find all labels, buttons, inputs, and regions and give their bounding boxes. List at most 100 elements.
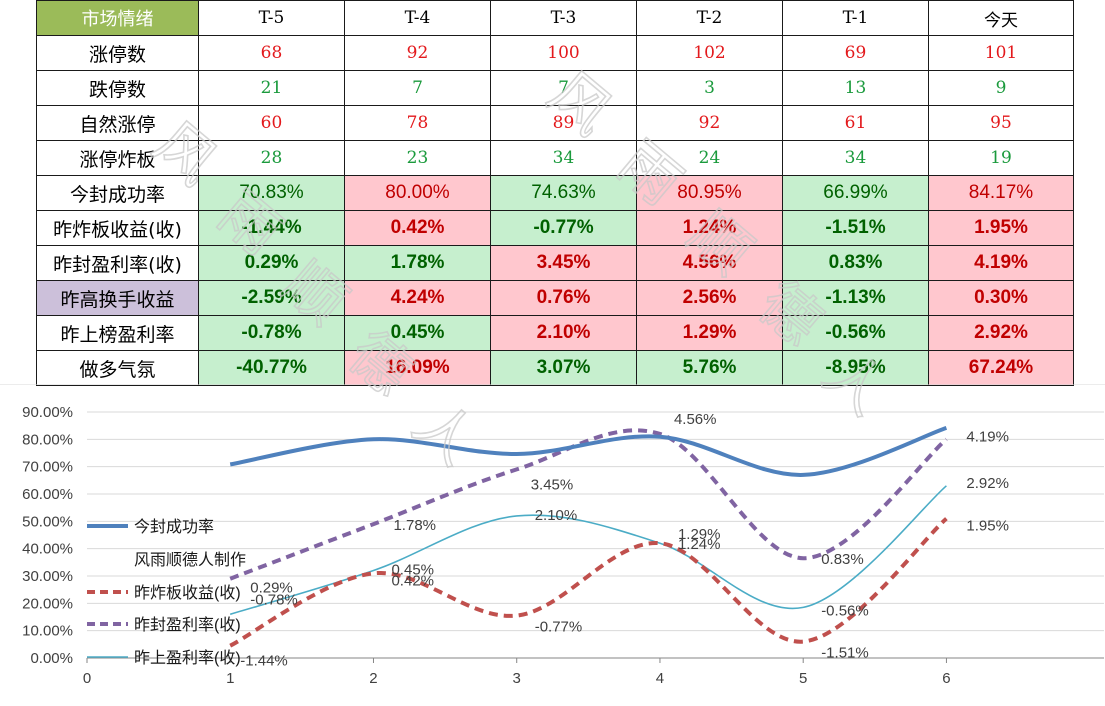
table-cell[interactable]: 0.29%	[198, 245, 345, 281]
row-label[interactable]: 跌停数	[36, 70, 199, 106]
table-cell[interactable]: -8.95%	[782, 350, 929, 386]
table-cell[interactable]: 19	[928, 140, 1074, 176]
table-cell[interactable]: -1.51%	[782, 210, 929, 246]
table-header-cell[interactable]: 今天	[928, 0, 1074, 36]
legend-label: 昨炸板收益(收)	[134, 584, 241, 602]
table-cell[interactable]: 100	[490, 35, 637, 71]
table-cell[interactable]: 23	[344, 140, 491, 176]
table-cell[interactable]: 60	[198, 105, 345, 141]
data-label: -0.77%	[535, 619, 583, 636]
table-cell[interactable]: -1.13%	[782, 280, 929, 316]
x-tick-label: 4	[656, 670, 664, 687]
table-cell[interactable]: 80.95%	[636, 175, 783, 211]
table-header-cell[interactable]: T-2	[636, 0, 783, 36]
table-cell[interactable]: 84.17%	[928, 175, 1074, 211]
table-cell[interactable]: 2.10%	[490, 315, 637, 351]
table-cell[interactable]: 7	[490, 70, 637, 106]
table-row: 跌停数 21 7 7 3 13 9	[36, 70, 1074, 106]
y-tick-label: 60.00%	[22, 486, 73, 503]
table-cell[interactable]: 95	[928, 105, 1074, 141]
row-label[interactable]: 昨炸板收益(收)	[36, 210, 199, 246]
table-header-cell[interactable]: T-5	[198, 0, 345, 36]
table-cell[interactable]: 0.30%	[928, 280, 1074, 316]
table-cell[interactable]: 3.07%	[490, 350, 637, 386]
table-cell[interactable]: 70.83%	[198, 175, 345, 211]
table-row: 自然涨停 60 78 89 92 61 95	[36, 105, 1074, 141]
data-label: 0.45%	[391, 562, 434, 579]
row-label[interactable]: 今封成功率	[36, 175, 199, 211]
data-label: -0.56%	[821, 602, 869, 619]
table-cell[interactable]: 16.09%	[344, 350, 491, 386]
table-cell[interactable]: 5.76%	[636, 350, 783, 386]
table-cell[interactable]: -0.77%	[490, 210, 637, 246]
table-header-cell[interactable]: T-4	[344, 0, 491, 36]
market-sentiment-table: 市场情绪 T-5 T-4 T-3 T-2 T-1 今天 涨停数 68 92 100 102 69 101 跌…	[36, 0, 1074, 386]
table-cell[interactable]: -0.78%	[198, 315, 345, 351]
chart-svg: 0.00% 10.00% 20.00% 30.00% 40.00% 50.00% 60.00…	[0, 384, 1105, 687]
table-cell[interactable]: 92	[636, 105, 783, 141]
table-cell[interactable]: 4.56%	[636, 245, 783, 281]
table-cell[interactable]: 1.29%	[636, 315, 783, 351]
table-cell[interactable]: 68	[198, 35, 345, 71]
row-label[interactable]: 涨停炸板	[36, 140, 199, 176]
table-cell[interactable]: 24	[636, 140, 783, 176]
data-label: 0.42%	[391, 572, 434, 589]
y-tick-label: 0.00%	[30, 650, 73, 667]
data-label: 0.29%	[250, 580, 293, 597]
table-cell[interactable]: 0.76%	[490, 280, 637, 316]
table-cell[interactable]: 2.92%	[928, 315, 1074, 351]
y-tick-label: 40.00%	[22, 541, 73, 558]
table-cell[interactable]: 7	[344, 70, 491, 106]
table-header-label[interactable]: 市场情绪	[36, 0, 199, 36]
table-cell[interactable]: 28	[198, 140, 345, 176]
table-cell[interactable]: 21	[198, 70, 345, 106]
table-cell[interactable]: 101	[928, 35, 1074, 71]
y-tick-label: 20.00%	[22, 595, 73, 612]
table-cell[interactable]: 4.19%	[928, 245, 1074, 281]
table-cell[interactable]: 1.95%	[928, 210, 1074, 246]
legend-label: 今封成功率	[134, 518, 214, 536]
row-label[interactable]: 涨停数	[36, 35, 199, 71]
table-header-cell[interactable]: T-3	[490, 0, 637, 36]
table-cell[interactable]: 66.99%	[782, 175, 929, 211]
table-cell[interactable]: 13	[782, 70, 929, 106]
table-cell[interactable]: 1.24%	[636, 210, 783, 246]
table-cell[interactable]: 9	[928, 70, 1074, 106]
row-label[interactable]: 自然涨停	[36, 105, 199, 141]
table-cell[interactable]: 102	[636, 35, 783, 71]
row-label[interactable]: 昨高换手收益	[36, 280, 199, 316]
table-cell[interactable]: 67.24%	[928, 350, 1074, 386]
table-cell[interactable]: 3.45%	[490, 245, 637, 281]
table-row: 昨封盈利率(收) 0.29% 1.78% 3.45% 4.56% 0.83% 4.19%	[36, 245, 1074, 281]
table-row: 涨停炸板 28 23 34 24 34 19	[36, 140, 1074, 176]
table-cell[interactable]: 80.00%	[344, 175, 491, 211]
row-label[interactable]: 做多气氛	[36, 350, 199, 386]
table-cell[interactable]: 92	[344, 35, 491, 71]
table-cell[interactable]: 61	[782, 105, 929, 141]
table-cell[interactable]: -2.59%	[198, 280, 345, 316]
table-cell[interactable]: 0.83%	[782, 245, 929, 281]
table-cell[interactable]: 0.42%	[344, 210, 491, 246]
table-cell[interactable]: 34	[490, 140, 637, 176]
table-cell[interactable]: -40.77%	[198, 350, 345, 386]
table-cell[interactable]: 34	[782, 140, 929, 176]
table-cell[interactable]: 0.45%	[344, 315, 491, 351]
data-label: 2.10%	[535, 507, 578, 524]
x-tick-label: 1	[226, 670, 234, 687]
table-cell[interactable]: 3	[636, 70, 783, 106]
table-row: 昨炸板收益(收) -1.44% 0.42% -0.77% 1.24% -1.51% 1.95…	[36, 210, 1074, 246]
table-cell[interactable]: 4.24%	[344, 280, 491, 316]
row-label[interactable]: 昨上榜盈利率	[36, 315, 199, 351]
table-header-cell[interactable]: T-1	[782, 0, 929, 36]
table-cell[interactable]: 2.56%	[636, 280, 783, 316]
table-cell[interactable]: 1.78%	[344, 245, 491, 281]
table-row: 涨停数 68 92 100 102 69 101	[36, 35, 1074, 71]
table-cell[interactable]: 69	[782, 35, 929, 71]
table-cell[interactable]: 74.63%	[490, 175, 637, 211]
table-cell[interactable]: -1.44%	[198, 210, 345, 246]
row-label[interactable]: 昨封盈利率(收)	[36, 245, 199, 281]
table-cell[interactable]: 78	[344, 105, 491, 141]
x-tick-label: 5	[799, 670, 807, 687]
table-cell[interactable]: 89	[490, 105, 637, 141]
table-cell[interactable]: -0.56%	[782, 315, 929, 351]
